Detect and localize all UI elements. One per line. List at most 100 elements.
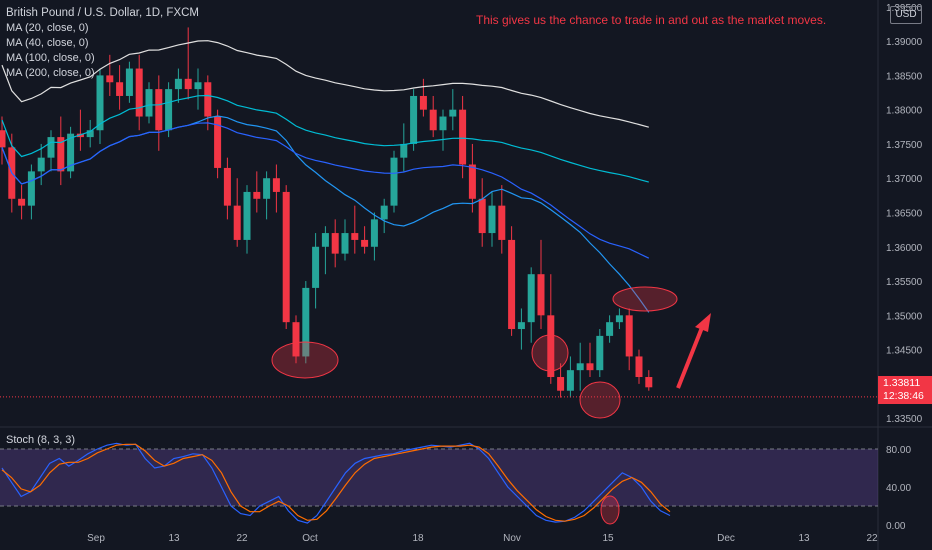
highlight-circle: [579, 381, 621, 419]
price-tick-label: 1.37500: [886, 140, 923, 151]
candle-body: [96, 75, 104, 131]
candle-body: [341, 233, 349, 254]
candle-body: [517, 322, 525, 330]
symbol-title: British Pound / U.S. Dollar, 1D, FXCM: [6, 7, 200, 19]
candle-body: [615, 315, 623, 323]
candle-body: [429, 109, 437, 131]
time-tick-label: 22: [866, 533, 878, 544]
candle-body: [606, 322, 614, 336]
stoch-band: [0, 449, 878, 506]
ma20-line: [1, 115, 650, 313]
candle-body: [410, 95, 418, 144]
time-tick-label: 15: [602, 533, 614, 544]
stoch-tick-label: 40.00: [886, 483, 911, 494]
candle-body: [312, 246, 320, 288]
candle-body: [380, 205, 388, 220]
time-tick-label: Oct: [302, 533, 318, 544]
candle-body: [459, 109, 467, 165]
candle-body: [370, 219, 378, 247]
candle-body: [155, 89, 163, 131]
candle-body: [488, 205, 496, 234]
candle-body: [331, 233, 339, 254]
candle-body: [184, 78, 192, 90]
candle-body: [635, 356, 643, 378]
candle-body: [576, 363, 584, 371]
candle-body: [468, 164, 476, 199]
candle-body: [390, 157, 398, 206]
candle-body: [282, 191, 290, 323]
price-tick-label: 1.38000: [886, 106, 923, 117]
candle-body: [625, 315, 633, 357]
ma40-legend: MA (40, close, 0): [6, 37, 89, 49]
candle-body: [419, 95, 427, 110]
candle-body: [596, 335, 604, 371]
candle-body: [165, 89, 173, 131]
candle-body: [400, 143, 408, 158]
price-tick-label: 1.35500: [886, 277, 923, 288]
candle-body: [361, 239, 369, 247]
ma200-line: [1, 40, 649, 128]
candle-body: [174, 78, 182, 90]
candle-body: [145, 89, 153, 117]
candle-body: [498, 205, 506, 240]
price-tick-label: 1.39000: [886, 37, 923, 48]
stoch-legend: Stoch (8, 3, 3): [6, 434, 76, 446]
candle-body: [566, 370, 574, 391]
ma200-legend: MA (200, close, 0): [6, 67, 95, 79]
candle-body: [233, 205, 241, 240]
price-tick-label: 1.36000: [886, 243, 923, 254]
candle-body: [253, 191, 261, 199]
candle-body: [439, 116, 447, 131]
currency-badge[interactable]: USD: [890, 6, 922, 24]
stoch-d-line: [1, 443, 671, 522]
price-tick-label: 1.38500: [886, 71, 923, 82]
ma100-legend: MA (100, close, 0): [6, 52, 95, 64]
candle-body: [18, 198, 26, 206]
price-tick-label: 1.39500: [886, 3, 923, 14]
stoch-tick-label: 0.00: [886, 521, 906, 532]
candle-body: [527, 274, 535, 323]
stoch-highlight-circle: [600, 495, 620, 525]
candle-body: [537, 274, 545, 316]
candle-body: [263, 178, 271, 199]
price-tick-label: 1.35000: [886, 311, 923, 322]
candle-body: [223, 167, 231, 206]
candle-body: [106, 75, 114, 83]
candle-body: [47, 137, 55, 158]
stoch-tick-label: 80.00: [886, 445, 911, 456]
candle-body: [116, 82, 124, 96]
candle-body: [86, 130, 94, 138]
candle-body: [547, 315, 555, 378]
ma100-line: [1, 94, 649, 183]
time-tick-label: Dec: [717, 533, 735, 544]
last-price-tag: 1.33811 12:38:46: [878, 376, 932, 404]
highlight-circle: [612, 286, 678, 312]
candle-body: [57, 137, 65, 172]
candle-body: [272, 178, 280, 192]
time-tick-label: 13: [168, 533, 180, 544]
time-tick-label: Nov: [503, 533, 521, 544]
time-tick-label: 22: [236, 533, 248, 544]
candle-body: [194, 82, 202, 90]
candle-body: [27, 171, 35, 206]
candle-body: [586, 363, 594, 371]
ma20-legend: MA (20, close, 0): [6, 22, 89, 34]
price-tick-label: 1.36500: [886, 209, 923, 220]
time-tick-label: 13: [798, 533, 810, 544]
bar-countdown: 12:38:46: [883, 390, 924, 402]
candle-body: [351, 233, 359, 240]
candle-body: [204, 82, 212, 117]
candle-body: [321, 233, 329, 247]
candle-body: [449, 109, 457, 117]
time-tick-label: Sep: [87, 533, 105, 544]
candle-body: [478, 198, 486, 234]
candle-body: [243, 191, 251, 240]
highlight-circle: [531, 334, 569, 372]
candle-body: [292, 322, 300, 357]
annotation-text: This gives us the chance to trade in and…: [476, 13, 827, 27]
candle-body: [37, 157, 45, 172]
candle-body: [67, 133, 75, 172]
candle-body: [557, 377, 565, 391]
price-tick-label: 1.34500: [886, 346, 923, 357]
